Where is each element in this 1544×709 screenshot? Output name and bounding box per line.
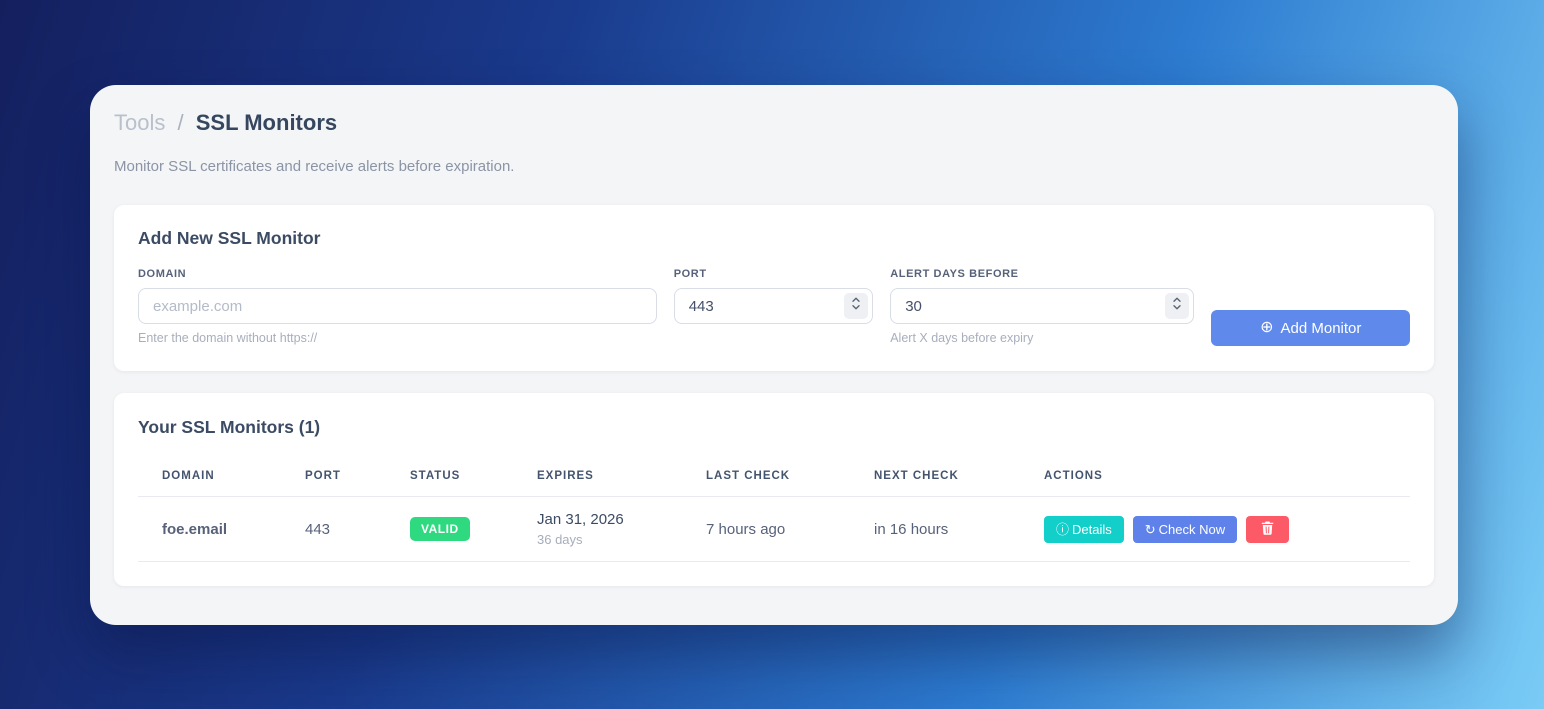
expires-days-remaining: 36 days: [537, 532, 583, 547]
alert-days-field-group: ALERT DAYS BEFORE Alert X days before ex…: [890, 268, 1195, 345]
check-now-button[interactable]: ↻ Check Now: [1132, 515, 1238, 543]
info-circle-icon: ⓘ: [1056, 521, 1070, 537]
column-header-expires: EXPIRES: [513, 458, 682, 497]
plus-circle-icon: ⊕: [1260, 319, 1274, 336]
chevron-up-down-icon: [1172, 296, 1182, 316]
main-panel: Tools / SSL Monitors Monitor SSL certifi…: [90, 85, 1458, 625]
next-check-time: in 16 hours: [850, 496, 1020, 562]
delete-button[interactable]: [1246, 515, 1290, 543]
refresh-icon: ↻: [1144, 521, 1156, 537]
column-header-next-check: NEXT CHECK: [850, 458, 1020, 497]
column-header-port: PORT: [281, 458, 386, 497]
domain-help-text: Enter the domain without https://: [138, 331, 318, 345]
column-header-last-check: LAST CHECK: [682, 458, 850, 497]
add-monitor-button[interactable]: ⊕ Add Monitor: [1211, 310, 1410, 346]
breadcrumb-separator: /: [177, 110, 184, 135]
breadcrumb-tools-link[interactable]: Tools: [114, 110, 166, 135]
domain-label: DOMAIN: [138, 268, 187, 280]
add-monitor-form: DOMAIN Enter the domain without https://…: [138, 268, 1410, 346]
details-button[interactable]: ⓘ Details: [1044, 515, 1124, 543]
domain-input[interactable]: [138, 288, 657, 324]
table-header-row: DOMAIN PORT STATUS EXPIRES LAST CHECK NE…: [138, 458, 1410, 497]
breadcrumb: Tools / SSL Monitors: [114, 110, 1434, 136]
check-now-button-label: Check Now: [1158, 521, 1226, 537]
status-badge: VALID: [410, 517, 470, 541]
port-field-group: PORT: [673, 268, 874, 324]
alert-days-input[interactable]: [890, 288, 1195, 324]
monitors-title: Your SSL Monitors (1): [138, 417, 321, 437]
last-check-time: 7 hours ago: [682, 496, 850, 562]
table-row: foe.email 443 VALID Jan 31, 2026 36 days…: [138, 496, 1410, 562]
port-label: PORT: [673, 268, 707, 280]
add-monitor-title: Add New SSL Monitor: [138, 228, 321, 248]
trash-icon: [1261, 521, 1274, 538]
port-stepper[interactable]: [844, 293, 869, 319]
port-input[interactable]: [673, 288, 874, 324]
alert-days-help-text: Alert X days before expiry: [890, 331, 1034, 345]
monitor-domain: foe.email: [138, 496, 281, 562]
page-title: SSL Monitors: [195, 110, 338, 135]
add-monitor-button-label: Add Monitor: [1280, 319, 1362, 337]
monitors-table: DOMAIN PORT STATUS EXPIRES LAST CHECK NE…: [138, 458, 1410, 562]
chevron-up-down-icon: [851, 296, 861, 316]
monitor-port: 443: [281, 496, 386, 562]
domain-field-group: DOMAIN Enter the domain without https://: [138, 268, 657, 345]
column-header-status: STATUS: [386, 458, 513, 497]
page-subtitle: Monitor SSL certificates and receive ale…: [114, 158, 515, 175]
add-monitor-card: Add New SSL Monitor DOMAIN Enter the dom…: [114, 205, 1434, 371]
expires-date: Jan 31, 2026: [537, 511, 624, 528]
details-button-label: Details: [1072, 521, 1112, 537]
column-header-actions: ACTIONS: [1020, 458, 1410, 497]
column-header-domain: DOMAIN: [138, 458, 281, 497]
alert-days-label: ALERT DAYS BEFORE: [890, 268, 1019, 280]
monitors-card: Your SSL Monitors (1) DOMAIN PORT STATUS…: [114, 393, 1434, 586]
row-actions: ⓘ Details ↻ Check Now: [1044, 515, 1398, 543]
alert-days-stepper[interactable]: [1165, 293, 1190, 319]
